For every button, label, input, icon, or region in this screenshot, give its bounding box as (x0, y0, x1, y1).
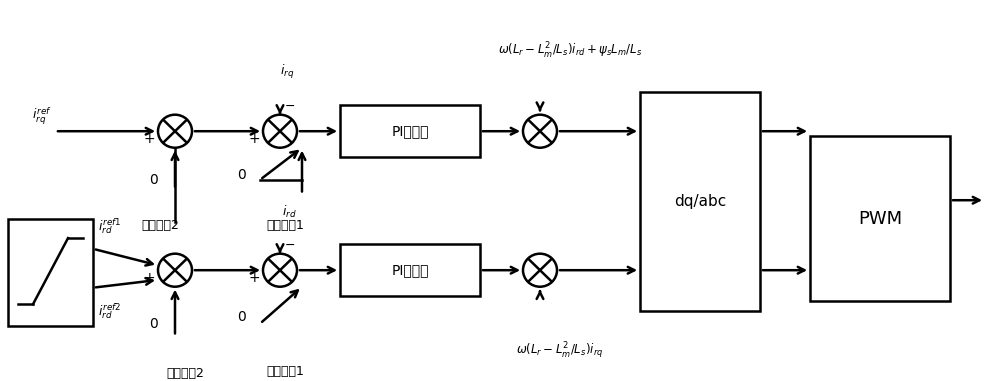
Text: +: + (143, 132, 155, 146)
Text: $i_{rd}^{ref2}$: $i_{rd}^{ref2}$ (98, 301, 121, 321)
Text: +: + (143, 271, 155, 285)
Text: $\omega(L_r - L_m^2/L_s)i_{rd} + \psi_s L_m/L_s$: $\omega(L_r - L_m^2/L_s)i_{rd} + \psi_s … (498, 41, 642, 61)
Bar (640, 92, 760, 311)
Text: $i_{rq}$: $i_{rq}$ (280, 62, 294, 81)
Text: +: + (248, 132, 260, 146)
Bar (340, 105, 480, 157)
Text: 0: 0 (238, 310, 246, 324)
Text: 使能信号2: 使能信号2 (166, 367, 204, 380)
Text: $i_{rq}^{ref}$: $i_{rq}^{ref}$ (32, 106, 52, 127)
Text: dq/abc: dq/abc (674, 194, 726, 209)
Text: 使能信号2: 使能信号2 (141, 219, 179, 232)
Text: $i_{rd}$: $i_{rd}$ (282, 203, 297, 220)
Text: $\omega(L_r - L_m^2/L_s)i_{rq}$: $\omega(L_r - L_m^2/L_s)i_{rq}$ (516, 340, 604, 361)
Text: $-$: $-$ (284, 99, 295, 112)
Text: 0: 0 (149, 173, 157, 187)
Text: 0: 0 (238, 168, 246, 182)
Bar (340, 244, 480, 296)
Text: 使能信号1: 使能信号1 (266, 219, 304, 232)
Bar (810, 136, 950, 301)
Text: +: + (248, 271, 260, 285)
Text: $i_{rd}^{ref1}$: $i_{rd}^{ref1}$ (98, 217, 121, 236)
Text: PWM: PWM (858, 210, 902, 228)
Text: PI控制器: PI控制器 (391, 263, 429, 277)
Bar (8, 219, 93, 326)
Text: 使能信号1: 使能信号1 (266, 365, 304, 378)
Text: $-$: $-$ (284, 238, 295, 251)
Text: 0: 0 (149, 317, 157, 331)
Text: PI控制器: PI控制器 (391, 124, 429, 138)
